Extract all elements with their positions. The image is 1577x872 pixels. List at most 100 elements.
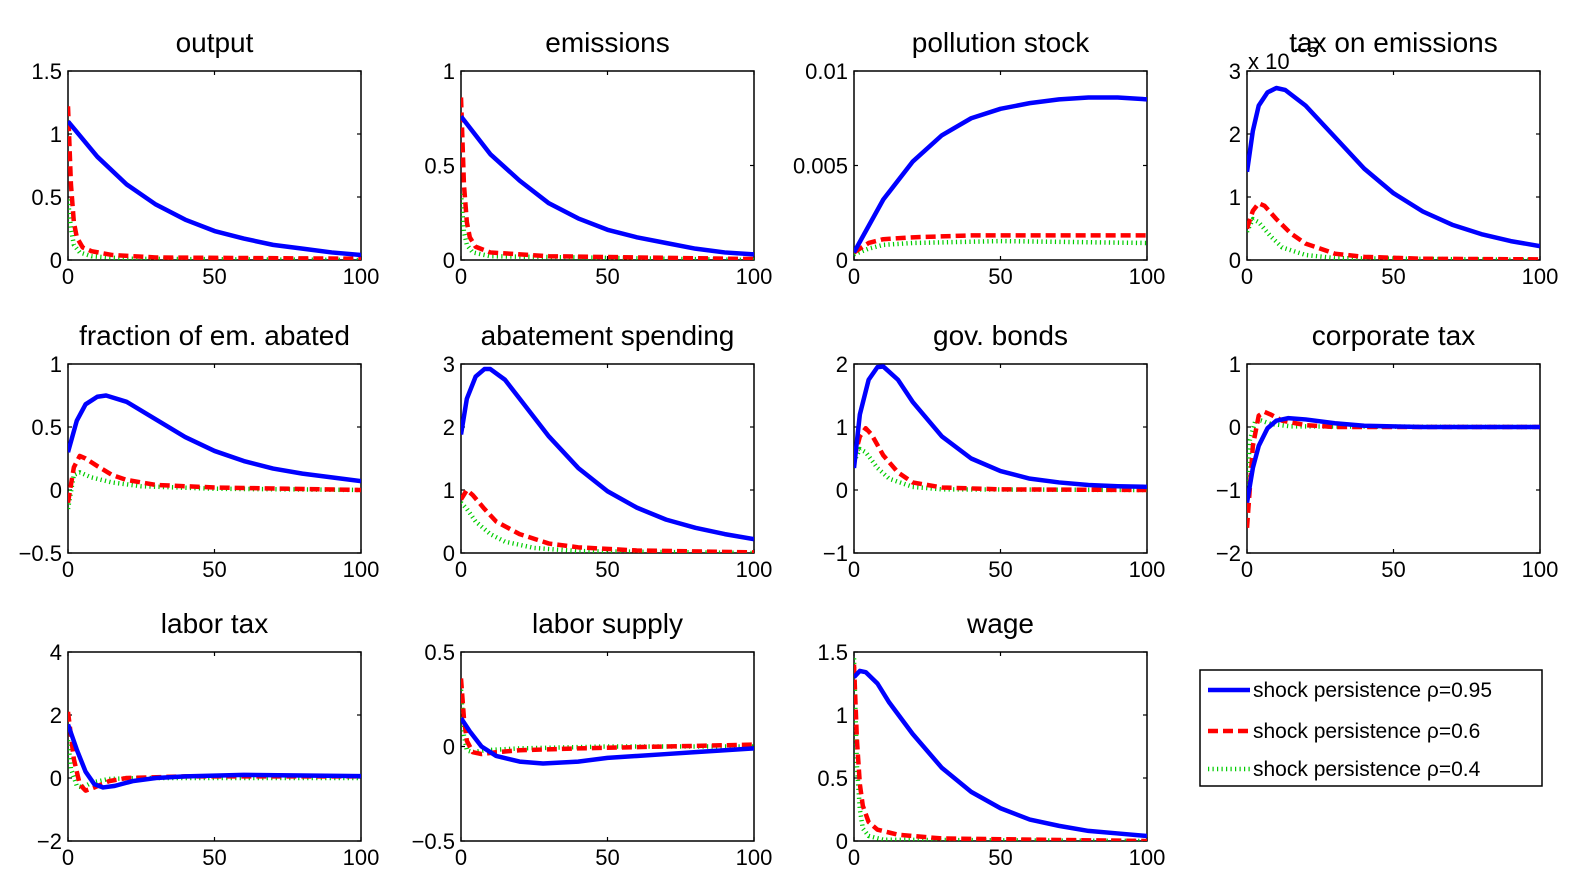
panel-title: wage [966, 608, 1034, 639]
series-group [854, 95, 1147, 257]
x-tick-label: 0 [455, 557, 467, 582]
series-line-rho06 [461, 97, 754, 260]
legend-label-rho04: shock persistence ρ=0.4 [1253, 758, 1481, 781]
y-tick-label: 0.005 [793, 154, 848, 179]
series-line-rho06 [1247, 409, 1540, 528]
series-line-rho06 [854, 233, 1147, 255]
series-group [461, 366, 754, 553]
x-tick-label: 100 [343, 557, 380, 582]
y-tick-label: 2 [836, 352, 848, 377]
axes-box [1246, 363, 1541, 554]
y-tick-label: 0.5 [424, 640, 455, 665]
legend-label-rho095: shock persistence ρ=0.95 [1253, 679, 1492, 702]
x-tick-label: 50 [988, 845, 1012, 870]
y-tick-label: −1 [1216, 478, 1241, 503]
y-tick-label: 1 [50, 122, 62, 147]
y-tick-label: −2 [1216, 541, 1241, 566]
x-tick-label: 100 [1129, 557, 1166, 582]
panel-title: gov. bonds [933, 320, 1068, 351]
series-line-rho06 [68, 711, 361, 793]
x-tick-label: 100 [343, 264, 380, 289]
x-tick-label: 0 [62, 845, 74, 870]
series-group [461, 678, 754, 766]
series-group [461, 97, 754, 260]
panel-title: output [176, 27, 254, 58]
y-tick-label: 3 [443, 352, 455, 377]
series-line-rho06 [68, 106, 361, 260]
x-tick-label: 50 [595, 845, 619, 870]
y-exponent-power: −5 [1294, 37, 1319, 62]
y-tick-label: 0.5 [31, 415, 62, 440]
y-tick-label: 1 [50, 352, 62, 377]
axes-box [853, 651, 1148, 842]
legend: shock persistence ρ=0.95 shock persisten… [1199, 669, 1543, 787]
x-tick-label: 50 [202, 845, 226, 870]
series-line-rho04 [68, 739, 361, 790]
x-tick-label: 50 [595, 264, 619, 289]
y-tick-label: 4 [50, 640, 62, 665]
panel-emissions: emissions 0 50 100 0 0.5 1 [424, 27, 772, 289]
y-tick-label: 2 [443, 415, 455, 440]
x-tick-label: 100 [1522, 557, 1559, 582]
x-tick-label: 100 [343, 845, 380, 870]
series-line-rho06 [68, 453, 361, 503]
y-tick-label: 3 [1229, 59, 1241, 84]
series-group [68, 393, 361, 510]
series-line-rho095 [68, 723, 361, 790]
x-tick-label: 0 [62, 264, 74, 289]
series-line-rho06 [854, 426, 1147, 493]
x-tick-label: 50 [202, 557, 226, 582]
series-line-rho06 [461, 487, 754, 553]
x-tick-label: 0 [1241, 557, 1253, 582]
panel-tax_on_emissions: tax on emissions 0 50 100 0 1 2 3 x 10 −5 [1229, 27, 1559, 289]
x-tick-label: 0 [1241, 264, 1253, 289]
y-tick-label: 1 [836, 703, 848, 728]
panel-pollution_stock: pollution stock 0 50 100 0 0.005 0.01 [793, 27, 1165, 289]
y-tick-label: −2 [37, 829, 62, 854]
y-tick-label: 0 [443, 735, 455, 760]
x-tick-label: 0 [62, 557, 74, 582]
panel-title: pollution stock [912, 27, 1090, 58]
series-line-rho04 [1247, 417, 1540, 491]
series-line-rho095 [68, 393, 361, 484]
panel-wage: wage 0 50 100 0 0.5 1 1.5 [817, 608, 1165, 870]
series-line-rho04 [854, 238, 1147, 257]
x-tick-label: 0 [455, 845, 467, 870]
series-line-rho095 [854, 95, 1147, 254]
x-tick-label: 50 [202, 264, 226, 289]
y-tick-label: 0 [1229, 415, 1241, 440]
series-line-rho04 [1247, 216, 1540, 260]
axes-box [67, 363, 362, 554]
panel-title: tax on emissions [1289, 27, 1498, 58]
panel-output: output 0 50 100 0 0.5 1 1.5 [31, 27, 379, 289]
series-line-rho04 [461, 193, 754, 260]
axes-box [1246, 70, 1541, 261]
axes-box [853, 363, 1148, 554]
series-line-rho04 [854, 446, 1147, 493]
y-tick-label: 0 [50, 766, 62, 791]
y-tick-label: −1 [823, 541, 848, 566]
x-tick-label: 50 [988, 264, 1012, 289]
series-group [1247, 409, 1540, 528]
series-group [854, 364, 1147, 493]
y-tick-label: −0.5 [412, 829, 455, 854]
x-tick-label: 50 [988, 557, 1012, 582]
y-tick-label: 1 [443, 59, 455, 84]
y-exponent-label: x 10 [1248, 49, 1290, 74]
series-group [1247, 85, 1540, 260]
series-line-rho095 [854, 668, 1147, 839]
y-tick-label: 1.5 [817, 640, 848, 665]
y-tick-label: 0.5 [817, 766, 848, 791]
y-tick-label: 2 [1229, 122, 1241, 147]
panel-title: labor supply [532, 608, 683, 639]
panel-title: labor tax [161, 608, 268, 639]
y-tick-label: 1.5 [31, 59, 62, 84]
x-tick-label: 100 [736, 557, 773, 582]
panel-title: corporate tax [1312, 320, 1475, 351]
